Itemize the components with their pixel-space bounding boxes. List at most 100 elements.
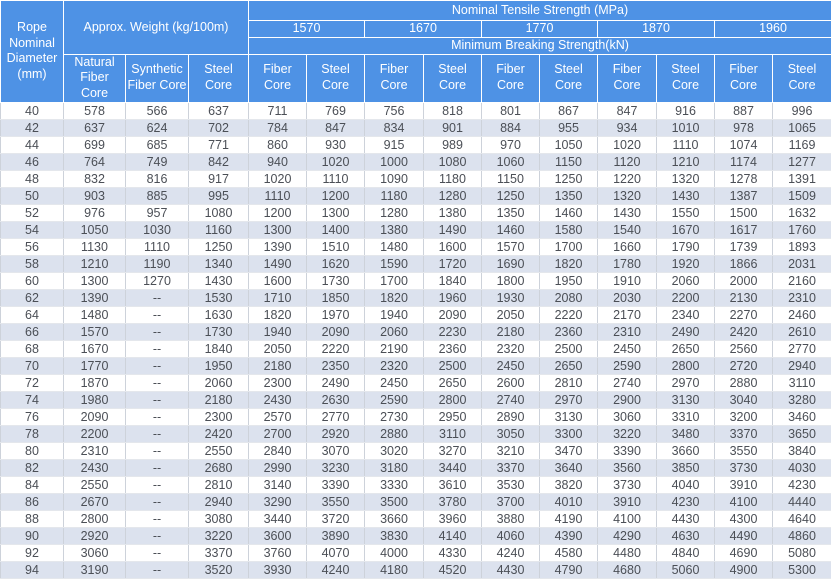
value-cell: 915	[365, 136, 424, 153]
value-cell: 3820	[540, 476, 598, 493]
value-cell: 1840	[424, 272, 482, 289]
header-fiber-core-1670: Fiber Core	[365, 54, 424, 102]
value-cell: 4100	[598, 510, 657, 527]
value-cell: 3880	[482, 510, 540, 527]
value-cell: 2220	[307, 340, 365, 357]
value-cell: 2060	[189, 374, 249, 391]
value-cell: 3300	[540, 425, 598, 442]
header-fiber-core-1770: Fiber Core	[482, 54, 540, 102]
value-cell: 847	[307, 119, 365, 136]
value-cell: 1850	[307, 289, 365, 306]
value-cell: --	[126, 527, 189, 544]
value-cell: --	[126, 391, 189, 408]
value-cell: 3050	[482, 425, 540, 442]
header-steel-core-1570: Steel Core	[307, 54, 365, 102]
value-cell: 976	[64, 204, 126, 221]
value-cell: 1720	[424, 255, 482, 272]
value-cell: 1380	[365, 221, 424, 238]
value-cell: 884	[482, 119, 540, 136]
value-cell: 1250	[540, 170, 598, 187]
value-cell: 2920	[307, 425, 365, 442]
value-cell: 3530	[482, 476, 540, 493]
value-cell: 1490	[424, 221, 482, 238]
value-cell: 801	[482, 102, 540, 119]
value-cell: 2080	[540, 289, 598, 306]
diameter-cell: 44	[1, 136, 64, 153]
value-cell: 3660	[365, 510, 424, 527]
value-cell: 4640	[773, 510, 831, 527]
value-cell: 1970	[307, 306, 365, 323]
value-cell: 2180	[249, 357, 307, 374]
value-cell: 916	[657, 102, 715, 119]
value-cell: 2090	[64, 408, 126, 425]
value-cell: 1866	[715, 255, 773, 272]
value-cell: 3370	[189, 544, 249, 561]
value-cell: 2000	[715, 272, 773, 289]
value-cell: 1387	[715, 187, 773, 204]
value-cell: 4690	[715, 544, 773, 561]
value-cell: 3550	[307, 493, 365, 510]
value-cell: 637	[64, 119, 126, 136]
value-cell: 1530	[189, 289, 249, 306]
header-tensile-1870: 1870	[598, 21, 715, 38]
value-cell: 1570	[64, 323, 126, 340]
value-cell: 2420	[715, 323, 773, 340]
value-cell: 1510	[307, 238, 365, 255]
value-cell: 1060	[482, 153, 540, 170]
value-cell: 1390	[249, 238, 307, 255]
diameter-cell: 84	[1, 476, 64, 493]
value-cell: 1200	[307, 187, 365, 204]
value-cell: 955	[540, 119, 598, 136]
diameter-cell: 58	[1, 255, 64, 272]
value-cell: 3760	[249, 544, 307, 561]
value-cell: 2800	[64, 510, 126, 527]
value-cell: 934	[598, 119, 657, 136]
value-cell: 2970	[540, 391, 598, 408]
value-cell: 1430	[189, 272, 249, 289]
value-cell: 3830	[365, 527, 424, 544]
header-fiber-core-1870: Fiber Core	[598, 54, 657, 102]
value-cell: 2500	[540, 340, 598, 357]
value-cell: 1020	[598, 136, 657, 153]
header-steel-core-1870: Steel Core	[657, 54, 715, 102]
value-cell: 1760	[773, 221, 831, 238]
value-cell: 1617	[715, 221, 773, 238]
value-cell: 1920	[657, 255, 715, 272]
diameter-cell: 66	[1, 323, 64, 340]
value-cell: 711	[249, 102, 307, 119]
value-cell: 1630	[189, 306, 249, 323]
table-header: Rope Nominal Diameter (mm) Approx. Weigh…	[1, 1, 831, 103]
value-cell: 1550	[657, 204, 715, 221]
value-cell: 2180	[189, 391, 249, 408]
value-cell: 1820	[540, 255, 598, 272]
value-cell: 2800	[657, 357, 715, 374]
diameter-cell: 76	[1, 408, 64, 425]
value-cell: 1780	[598, 255, 657, 272]
diameter-cell: 50	[1, 187, 64, 204]
value-cell: 3220	[598, 425, 657, 442]
value-cell: 1110	[307, 170, 365, 187]
value-cell: 1277	[773, 153, 831, 170]
header-breaking-title: Minimum Breaking Strength(kN)	[249, 37, 831, 54]
value-cell: 3480	[657, 425, 715, 442]
value-cell: 3640	[540, 459, 598, 476]
value-cell: --	[126, 374, 189, 391]
header-synthetic-fiber-core: Synthetic Fiber Core	[126, 54, 189, 102]
value-cell: 2590	[365, 391, 424, 408]
diameter-cell: 72	[1, 374, 64, 391]
diameter-cell: 78	[1, 425, 64, 442]
header-steel-core-1770: Steel Core	[540, 54, 598, 102]
value-cell: 3020	[365, 442, 424, 459]
value-cell: 2310	[598, 323, 657, 340]
value-cell: --	[126, 425, 189, 442]
value-cell: 4480	[598, 544, 657, 561]
diameter-cell: 88	[1, 510, 64, 527]
